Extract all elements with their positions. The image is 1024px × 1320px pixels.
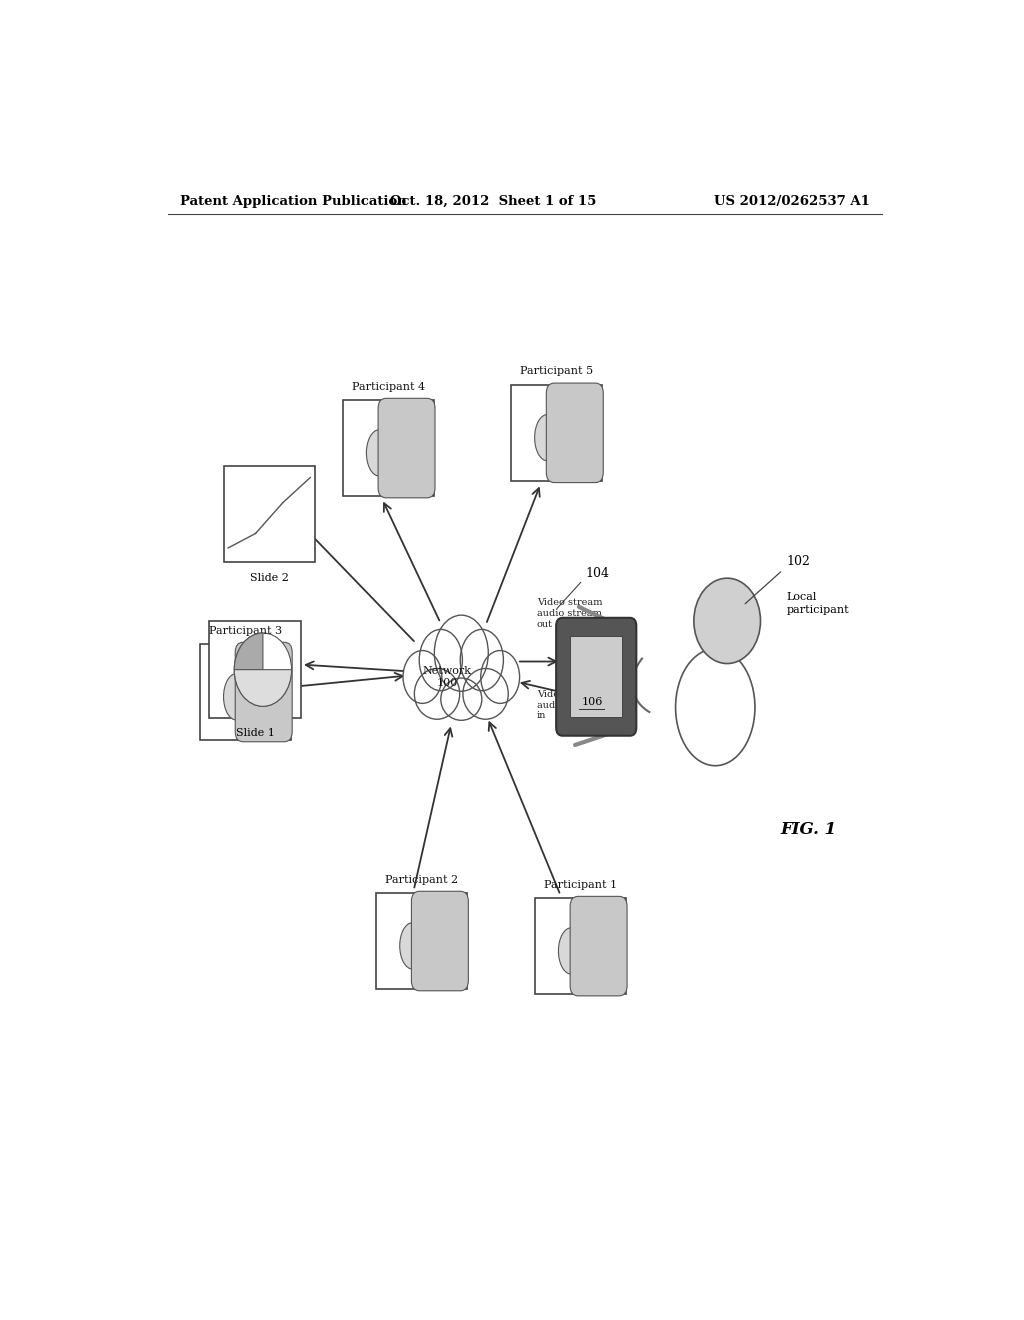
Text: Participant 4: Participant 4	[351, 381, 425, 392]
Ellipse shape	[676, 649, 755, 766]
Bar	[535, 898, 626, 994]
Text: 106: 106	[582, 697, 603, 708]
Ellipse shape	[460, 630, 504, 690]
Ellipse shape	[558, 928, 584, 974]
Wedge shape	[234, 634, 263, 669]
Wedge shape	[234, 669, 292, 706]
Circle shape	[234, 634, 292, 706]
Ellipse shape	[403, 651, 442, 704]
FancyBboxPatch shape	[378, 399, 435, 498]
Ellipse shape	[399, 923, 425, 969]
Ellipse shape	[419, 630, 463, 690]
Ellipse shape	[367, 430, 392, 477]
Text: Video stream
audio stream
out: Video stream audio stream out	[537, 598, 602, 630]
Ellipse shape	[223, 673, 249, 719]
FancyArrowPatch shape	[579, 607, 605, 619]
Bar	[200, 644, 291, 741]
FancyBboxPatch shape	[236, 643, 292, 742]
Text: Local
participant: Local participant	[786, 593, 849, 615]
Text: Network
100: Network 100	[423, 665, 471, 688]
Text: Slide 1: Slide 1	[236, 729, 274, 738]
Circle shape	[694, 578, 761, 664]
Text: 104: 104	[585, 566, 609, 579]
Text: Patent Application Publication: Patent Application Publication	[179, 194, 407, 207]
Text: 102: 102	[786, 556, 811, 569]
Ellipse shape	[535, 414, 560, 461]
Text: Participant 2: Participant 2	[385, 875, 458, 884]
Bar	[223, 466, 315, 562]
Bar	[511, 384, 602, 480]
FancyBboxPatch shape	[570, 896, 627, 995]
Ellipse shape	[415, 668, 460, 719]
Bar	[570, 636, 622, 718]
Text: FIG. 1: FIG. 1	[780, 821, 837, 838]
Text: Oct. 18, 2012  Sheet 1 of 15: Oct. 18, 2012 Sheet 1 of 15	[390, 194, 596, 207]
Text: Video streams
audio streams
in: Video streams audio streams in	[537, 690, 607, 721]
Text: Participant 3: Participant 3	[209, 626, 282, 636]
FancyBboxPatch shape	[556, 618, 636, 735]
Ellipse shape	[480, 651, 519, 704]
FancyArrowPatch shape	[575, 734, 609, 744]
FancyBboxPatch shape	[547, 383, 603, 483]
Bar	[209, 622, 301, 718]
Bar	[376, 892, 467, 989]
Ellipse shape	[440, 678, 482, 721]
Ellipse shape	[434, 615, 488, 692]
Text: Slide 2: Slide 2	[250, 573, 289, 582]
Text: Participant 5: Participant 5	[520, 367, 593, 376]
Bar	[343, 400, 434, 496]
FancyBboxPatch shape	[412, 891, 468, 991]
Ellipse shape	[463, 668, 508, 719]
Text: US 2012/0262537 A1: US 2012/0262537 A1	[714, 194, 870, 207]
Text: Participant 1: Participant 1	[544, 879, 616, 890]
